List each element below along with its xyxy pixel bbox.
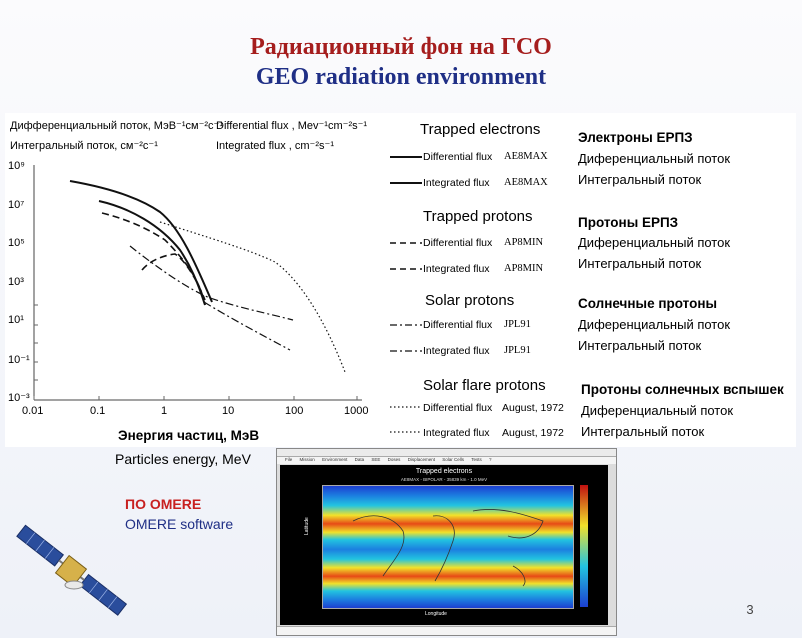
omere-x-axis-label: Longitude [425, 611, 447, 617]
curve-flare-integrated [159, 221, 346, 373]
legend-ru-heading: Протоны ЕРПЗ [578, 215, 679, 230]
y-tick-label: 10⁹ [8, 160, 25, 172]
y-header-en-integral: Integrated flux , cm⁻²s⁻¹ [216, 140, 334, 152]
legend-item-label: Differential flux [423, 237, 493, 249]
y-tick-label: 10⁷ [8, 199, 25, 211]
x-tick-label: 100 [285, 405, 304, 417]
legend-item-source: August, 1972 [502, 427, 564, 439]
x-tick-label: 0.1 [90, 405, 106, 417]
legend-item-source: August, 1972 [502, 402, 564, 414]
legend-line-dashed [390, 242, 422, 270]
omere-heatmap [322, 485, 574, 609]
legend-item-label: Integrated flux [423, 263, 490, 275]
curve-solar-differential [129, 245, 294, 321]
y-header-ru-differential: Дифференциальный поток, МэВ⁻¹см⁻²с⁻¹ [10, 120, 224, 132]
y-header-en-differential: Differential flux , Mev⁻¹cm⁻²s⁻¹ [216, 120, 368, 132]
flux-figure-panel [5, 113, 796, 447]
slide-title-ru: Радиационный фон на ГСО [250, 34, 552, 60]
legend-heading: Solar protons [425, 292, 515, 309]
menu-item[interactable]: Data [354, 457, 365, 462]
legend-ru-item: Интегральный поток [578, 338, 702, 353]
curve-protons-differential [101, 212, 206, 306]
window-statusbar [277, 626, 616, 635]
legend-ru-item: Интегральный поток [578, 172, 702, 187]
menu-item[interactable]: Environment [322, 457, 348, 462]
x-tick-label: 1 [161, 405, 168, 417]
legend-item-label: Differential flux [423, 402, 493, 414]
legend-item-source: AP8MIN [504, 237, 544, 248]
x-tick-label: 1000 [344, 405, 369, 417]
curve-protons-integrated [141, 253, 206, 301]
x-axis-label-ru: Энергия частиц, МэВ [118, 428, 260, 443]
window-menubar: File Mission Environment Data SEE Doses … [277, 457, 616, 464]
legend-ru-item: Интегральный поток [581, 424, 705, 439]
legend-ru-item: Интегральный поток [578, 256, 702, 271]
menu-item[interactable]: ? [489, 457, 492, 462]
slide-title-en: GEO radiation environment [255, 64, 547, 90]
y-tick-label: 10⁻¹ [8, 354, 30, 366]
x-tick-label: 0.01 [22, 405, 44, 417]
legend-ru-item: Диференциальный поток [581, 403, 734, 418]
y-tick-label: 10⁻³ [8, 392, 30, 404]
legend-ru-item: Диференциальный поток [578, 235, 731, 250]
world-map-outline [352, 509, 544, 587]
y-header-ru-integral: Интегральный поток, см⁻²с⁻¹ [10, 140, 158, 152]
legend-heading: Trapped electrons [420, 121, 541, 138]
legend-item-label: Differential flux [423, 151, 493, 163]
legend-item-source: AE8MAX [504, 151, 548, 162]
flux-energy-plot [33, 165, 362, 401]
menu-item[interactable]: Displacement [407, 457, 435, 462]
omere-label-ru: ПО OMERE [125, 496, 202, 512]
legend-heading: Trapped protons [423, 208, 533, 225]
menu-item[interactable]: Solar Cells [442, 457, 464, 462]
legend-item-label: Differential flux [423, 319, 493, 331]
omere-software-window: File Mission Environment Data SEE Doses … [276, 448, 617, 636]
legend-ru-heading: Протоны солнечных вспышек [581, 382, 784, 397]
omere-label-en: OMERE software [125, 516, 234, 532]
omere-plot-area: Trapped electrons AE8MAX - BIPOLAR - 358… [280, 465, 608, 625]
omere-y-axis-label: Latitude [304, 517, 310, 535]
legend-line-dotted [390, 406, 422, 433]
legend-item-label: Integrated flux [423, 177, 490, 189]
menu-item[interactable]: Mission [299, 457, 315, 462]
menu-item[interactable]: File [285, 457, 293, 462]
y-tick-label: 10³ [8, 276, 24, 288]
legend-ru-item: Диференциальный поток [578, 317, 731, 332]
legend-item-label: Integrated flux [423, 427, 490, 439]
curve-electrons-differential [69, 180, 213, 303]
satellite-icon [16, 524, 128, 616]
legend-item-source: AE8MAX [504, 177, 548, 188]
menu-item[interactable]: SEE [371, 457, 381, 462]
y-tick-label: 10⁵ [8, 237, 25, 249]
omere-colorbar [580, 485, 588, 607]
legend-ru-heading: Электроны ЕРПЗ [578, 130, 693, 145]
omere-plot-subtitle: AE8MAX - BIPOLAR - 35839 km - 1.0 MeV [400, 477, 488, 482]
legend-item-source: AP8MIN [504, 263, 544, 274]
x-tick-label: 10 [222, 405, 235, 417]
omere-plot-title: Trapped electrons [415, 468, 473, 475]
page-number: 3 [746, 602, 754, 617]
x-axis-label-en: Particles energy, MeV [115, 451, 251, 467]
legend-item-source: JPL91 [504, 345, 531, 356]
legend-item-source: JPL91 [504, 319, 531, 330]
legend-heading: Solar flare protons [423, 377, 546, 394]
legend-line-dashdot [390, 324, 422, 352]
x-major-ticks [33, 396, 358, 400]
window-titlebar [277, 449, 616, 457]
legend-ru-heading: Солнечные протоны [578, 296, 718, 311]
legend-item-label: Integrated flux [423, 345, 490, 357]
y-minor-ticks [34, 304, 38, 381]
menu-item[interactable]: Doses [387, 457, 401, 462]
legend-ru-item: Диференциальный поток [578, 151, 731, 166]
y-tick-label: 10¹ [8, 314, 24, 326]
menu-item[interactable]: Tests [471, 457, 482, 462]
legend-line-solid [390, 156, 422, 184]
curve-solar-integrated [203, 301, 291, 351]
